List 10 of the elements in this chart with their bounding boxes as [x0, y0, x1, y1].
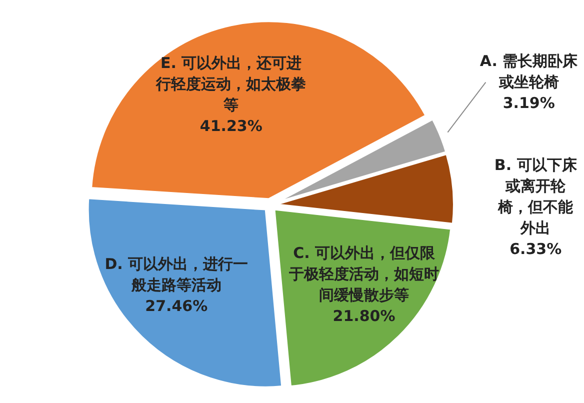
slice-label: C. 可以外出，但仅限于极轻度活动，如短时间缓慢散步等	[289, 243, 440, 306]
slice-label: B. 可以下床或离开轮椅，但不能外出	[493, 155, 578, 240]
data-label: 6.33%	[508, 239, 563, 260]
data-label: 41.23%	[198, 116, 264, 137]
data-label: 27.46%	[144, 296, 209, 318]
slice-label: D. 可以外出，进行一般走路等活动	[104, 254, 250, 296]
slice-label: E. 可以外出，还可进行轻度运动，如太极拳等	[156, 52, 306, 116]
data-label: 21.80%	[332, 306, 396, 328]
slice-label: A. 需长期卧床或坐轮椅	[478, 50, 579, 93]
data-label: 3.19%	[502, 92, 556, 114]
